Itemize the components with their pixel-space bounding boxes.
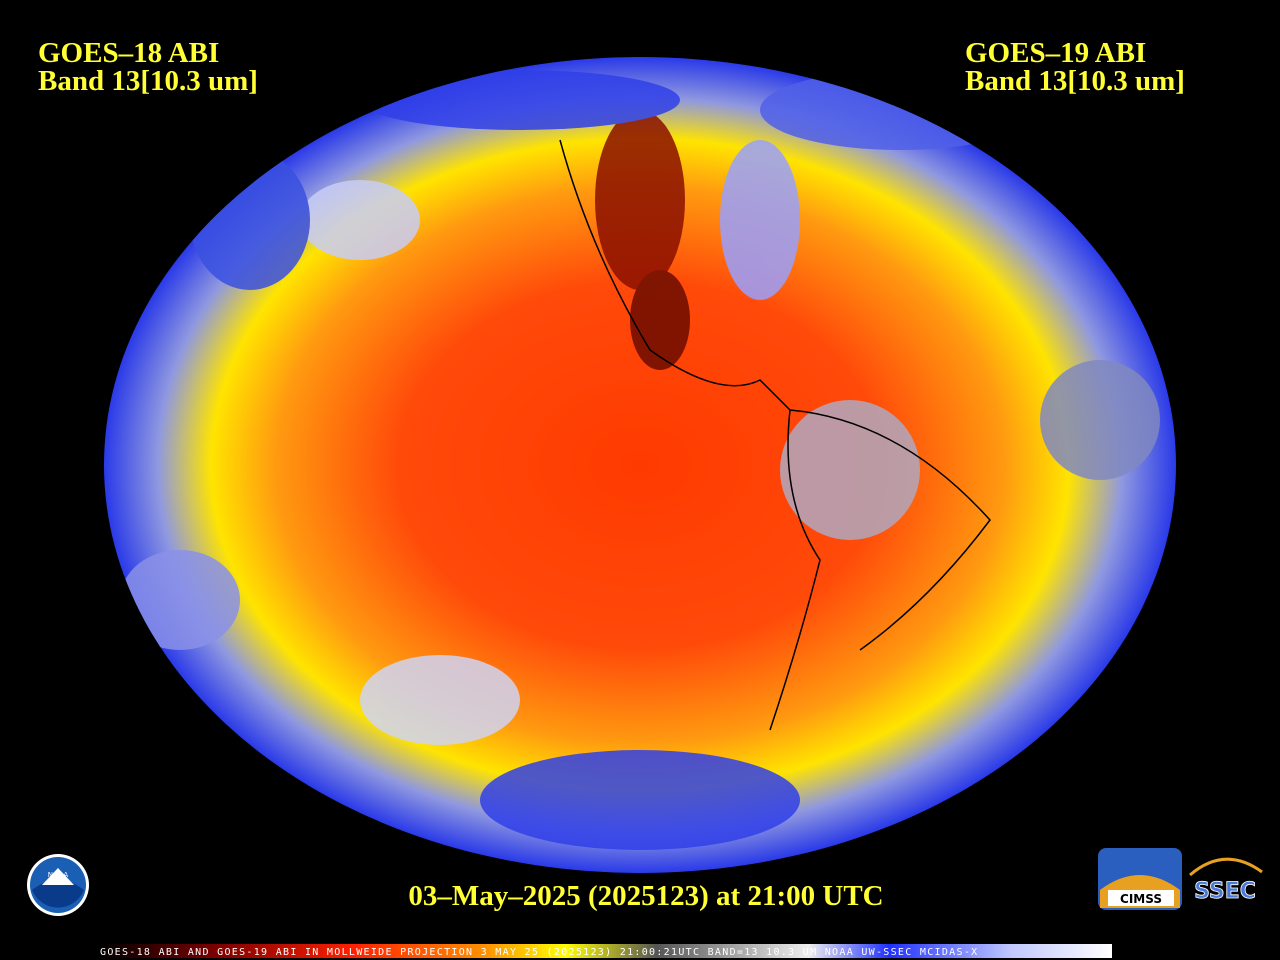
cimss-label: CIMSS — [1120, 892, 1162, 906]
ssec-logo: SSEC — [1189, 857, 1263, 904]
earth-disk — [104, 57, 1176, 873]
noaa-label: NOAA — [48, 871, 69, 879]
footer-caption: GOES-18 ABI AND GOES-19 ABI IN MOLLWEIDE… — [100, 947, 978, 958]
noaa-logo: NOAA — [27, 854, 89, 916]
left-title: GOES–18 ABI — [38, 37, 219, 69]
timestamp: 03–May–2025 (2025123) at 21:00 UTC — [408, 880, 883, 912]
right-subtitle: Band 13[10.3 um] — [965, 65, 1185, 97]
ssec-label: SSEC — [1194, 879, 1256, 904]
color-scale — [100, 944, 1112, 958]
right-title: GOES–19 ABI — [965, 37, 1146, 69]
cimss-logo: CIMSS — [1098, 848, 1182, 910]
left-subtitle: Band 13[10.3 um] — [38, 65, 258, 97]
